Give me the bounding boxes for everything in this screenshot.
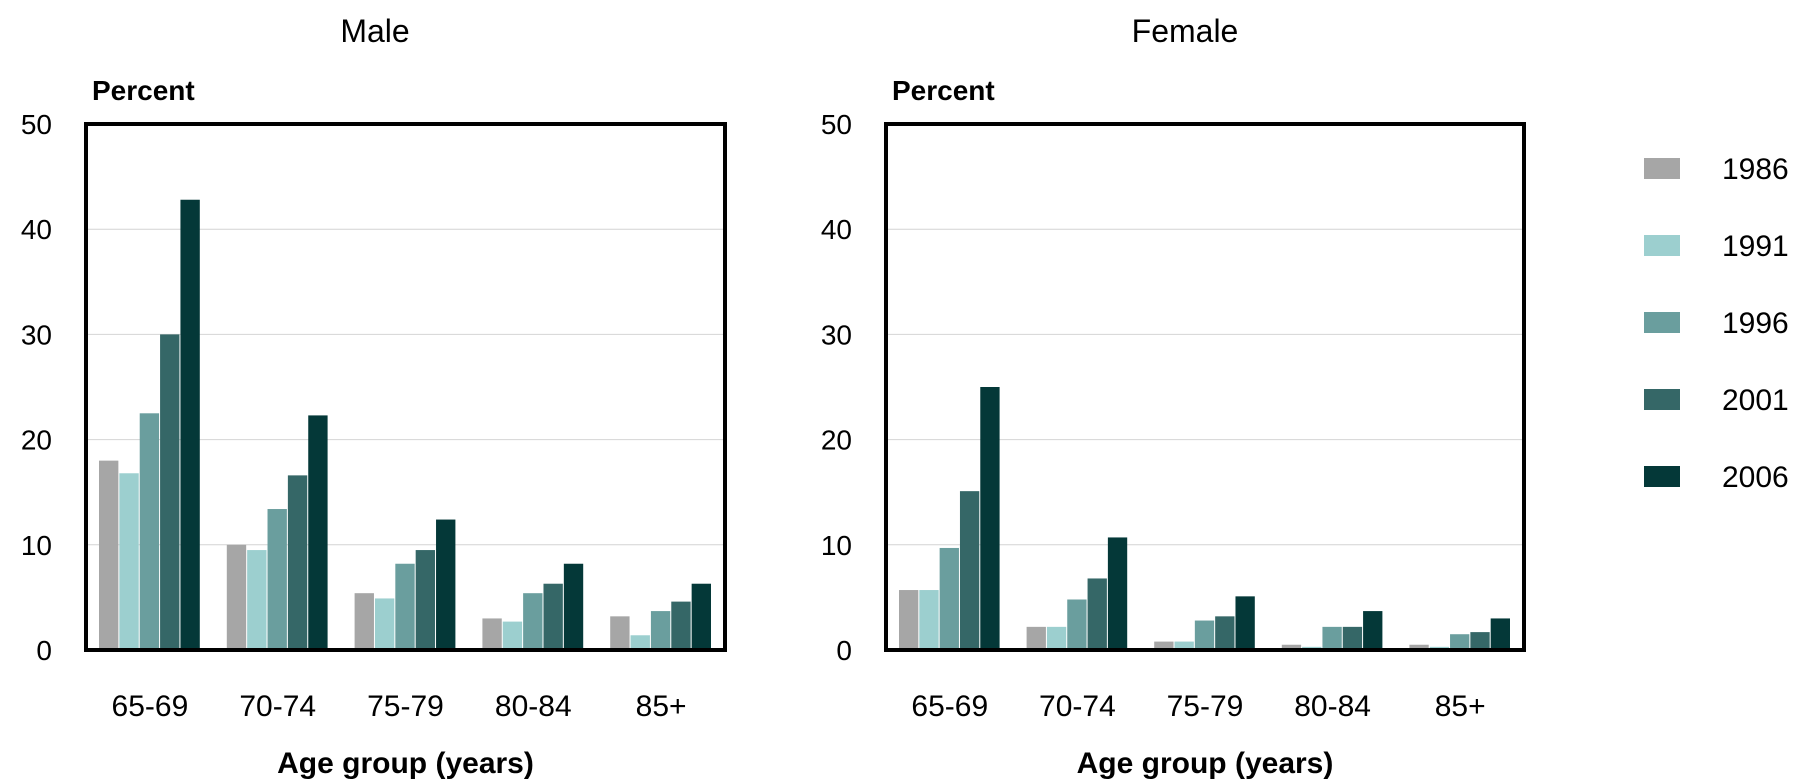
legend-swatch-1986 bbox=[1644, 158, 1680, 179]
legend: 1986 1991 1996 2001 2006 bbox=[1644, 153, 1789, 494]
bar-2001-75-79 bbox=[1215, 616, 1235, 650]
x-tick-label: 85+ bbox=[636, 690, 687, 723]
legend-label-2001: 2001 bbox=[1722, 384, 1789, 417]
bar-1996-65-69 bbox=[139, 413, 160, 650]
y-tick-label: 50 bbox=[821, 109, 852, 140]
bar-1986-65-69 bbox=[899, 590, 919, 650]
bar-1991-70-74 bbox=[1046, 626, 1067, 650]
y-tick-label: 20 bbox=[21, 425, 52, 456]
x-tick-label: 65-69 bbox=[911, 690, 988, 723]
plot-frame bbox=[884, 122, 1526, 652]
legend-label-1986: 1986 bbox=[1722, 153, 1789, 186]
bar-2006-65-69 bbox=[180, 199, 200, 651]
x-tick-label: 75-79 bbox=[1167, 690, 1244, 723]
bar-2006-65-69 bbox=[980, 387, 1000, 650]
y-tick-label: 10 bbox=[821, 530, 852, 561]
bar-1991-65-69 bbox=[919, 590, 939, 650]
y-tick-label: 0 bbox=[836, 635, 852, 666]
bar-1991-85+ bbox=[630, 635, 650, 650]
bar-1986-85+ bbox=[610, 616, 630, 650]
legend-swatch-1991 bbox=[1644, 235, 1680, 256]
bar-1996-70-74 bbox=[267, 509, 287, 650]
bar-1986-85+ bbox=[1409, 644, 1429, 650]
bar-2001-70-74 bbox=[287, 475, 308, 650]
x-tick-label: 65-69 bbox=[112, 690, 189, 723]
bar-2001-70-74 bbox=[1087, 578, 1107, 650]
legend-label-1991: 1991 bbox=[1722, 230, 1789, 263]
bar-1986-75-79 bbox=[1154, 641, 1174, 650]
chart-title: Male bbox=[340, 13, 409, 49]
legend-label-1996: 1996 bbox=[1722, 307, 1789, 340]
chart-panel-male: Male Percent 0 10 20 30 40 50 65-69 70-74 75-79 80-… bbox=[21, 13, 727, 780]
chart-panel-female: Female Percent 0 10 20 30 40 50 65-69 70-74 75-79 8… bbox=[821, 13, 1526, 780]
bar-1996-70-74 bbox=[1067, 599, 1087, 650]
bar-2006-85+ bbox=[1490, 618, 1510, 650]
plot-frame bbox=[84, 122, 727, 652]
bar-1986-65-69 bbox=[99, 460, 119, 650]
y-axis-label: Percent bbox=[892, 75, 995, 106]
y-tick-label: 40 bbox=[821, 214, 852, 245]
y-tick-label: 50 bbox=[21, 109, 52, 140]
x-axis-title: Age group (years) bbox=[277, 747, 534, 780]
bar-2001-80-84 bbox=[543, 583, 563, 650]
bar-1996-65-69 bbox=[939, 547, 959, 650]
legend-swatch-2006 bbox=[1644, 466, 1680, 487]
bar-2001-80-84 bbox=[1342, 626, 1363, 650]
x-tick-label: 80-84 bbox=[1294, 690, 1371, 723]
y-tick-label: 30 bbox=[821, 319, 852, 350]
bar-1991-75-79 bbox=[374, 598, 395, 650]
bar-2006-75-79 bbox=[1235, 596, 1255, 650]
y-tick-label: 10 bbox=[21, 530, 52, 561]
bar-1986-80-84 bbox=[1281, 644, 1302, 650]
bar-2006-80-84 bbox=[563, 563, 584, 650]
bar-1996-75-79 bbox=[395, 563, 415, 650]
bar-1991-75-79 bbox=[1174, 641, 1194, 650]
bar-1996-75-79 bbox=[1194, 620, 1215, 650]
chart-title: Female bbox=[1132, 13, 1239, 49]
y-axis-label: Percent bbox=[92, 75, 195, 106]
bar-1991-65-69 bbox=[119, 473, 139, 650]
x-tick-label: 70-74 bbox=[1039, 690, 1116, 723]
bar-2006-75-79 bbox=[436, 519, 456, 650]
bar-1986-75-79 bbox=[354, 593, 374, 650]
x-tick-label: 80-84 bbox=[495, 690, 572, 723]
y-tick-label: 20 bbox=[821, 425, 852, 456]
bar-2001-85+ bbox=[671, 601, 691, 650]
bar-2006-80-84 bbox=[1363, 611, 1383, 650]
x-axis-title: Age group (years) bbox=[1077, 747, 1334, 780]
y-tick-label: 0 bbox=[36, 635, 52, 666]
x-tick-label: 70-74 bbox=[239, 690, 316, 723]
bar-2006-70-74 bbox=[308, 415, 328, 650]
legend-swatch-2001 bbox=[1644, 389, 1680, 410]
x-tick-label: 75-79 bbox=[367, 690, 444, 723]
y-tick-label: 30 bbox=[21, 319, 52, 350]
bar-2006-70-74 bbox=[1107, 537, 1128, 650]
bar-2001-85+ bbox=[1470, 632, 1490, 650]
bar-2001-75-79 bbox=[415, 550, 436, 650]
legend-label-2006: 2006 bbox=[1722, 461, 1789, 494]
bar-2001-65-69 bbox=[959, 491, 980, 650]
bar-1986-80-84 bbox=[482, 618, 502, 650]
bar-1986-70-74 bbox=[1026, 626, 1046, 650]
bar-2006-85+ bbox=[691, 583, 711, 650]
bar-1996-85+ bbox=[1450, 634, 1470, 650]
legend-swatch-1996 bbox=[1644, 312, 1680, 333]
x-tick-label: 85+ bbox=[1435, 690, 1486, 723]
bar-1991-70-74 bbox=[247, 550, 267, 650]
bar-1991-80-84 bbox=[502, 621, 523, 650]
bar-1996-80-84 bbox=[1322, 626, 1342, 650]
bar-1996-85+ bbox=[650, 611, 671, 650]
bar-1996-80-84 bbox=[523, 593, 543, 650]
y-tick-label: 40 bbox=[21, 214, 52, 245]
bar-1986-70-74 bbox=[226, 544, 247, 650]
bar-2001-65-69 bbox=[160, 334, 180, 650]
